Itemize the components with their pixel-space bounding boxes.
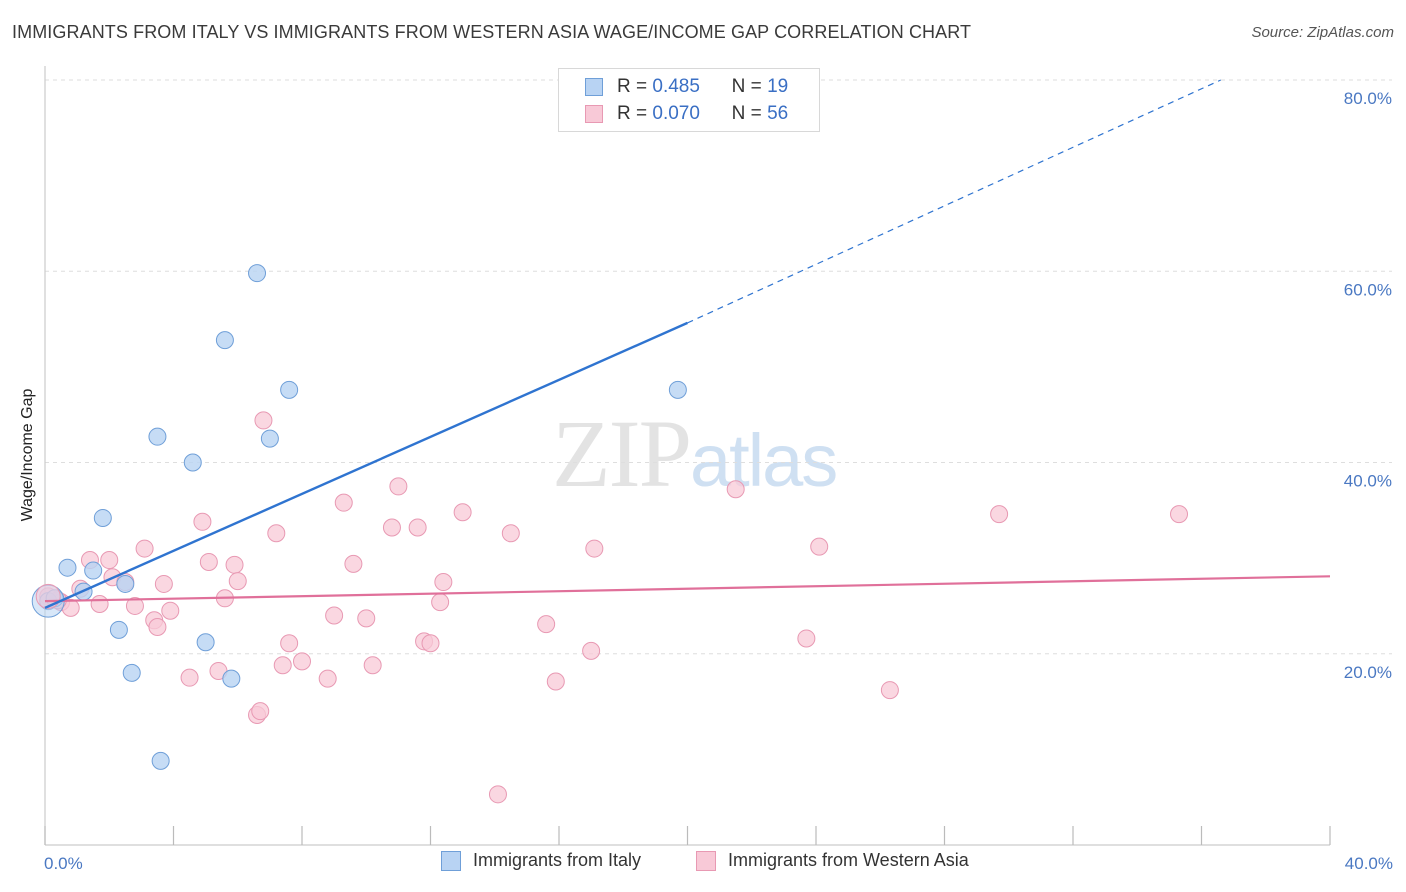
italy-point <box>215 331 234 350</box>
western-asia-point <box>125 596 144 615</box>
italy-point <box>196 633 215 652</box>
western-asia-point <box>267 524 286 543</box>
x-tick-label: 0.0% <box>44 854 83 873</box>
y-axis-label: Wage/Income Gap <box>19 388 36 522</box>
western-asia-point <box>135 539 154 558</box>
italy-point <box>109 620 128 639</box>
western-asia-point <box>797 629 816 648</box>
western-asia-legend-label: Immigrants from Western Asia <box>728 850 969 870</box>
western-asia-point <box>453 503 472 522</box>
italy-point <box>148 427 167 446</box>
western-asia-point <box>501 524 520 543</box>
western-asia-point <box>280 634 299 653</box>
western-asia-point <box>228 572 247 591</box>
italy-legend-icon <box>441 850 461 871</box>
western-asia-point <box>431 593 450 612</box>
western-asia-point <box>90 595 109 614</box>
western-asia-point <box>434 573 453 592</box>
western-asia-point <box>363 656 382 675</box>
western-asia-point <box>382 518 401 537</box>
bottom-legend-western-asia: Immigrants from Western Asia <box>696 850 969 871</box>
watermark-zip: ZIP <box>552 400 692 507</box>
x-tick-label: 40.0% <box>1345 854 1393 873</box>
legend-n-value: 19 <box>767 76 789 97</box>
western-asia-point <box>293 652 311 671</box>
western-asia-point <box>1170 505 1189 524</box>
legend-n-value: 56 <box>767 103 789 124</box>
italy-point <box>93 508 112 527</box>
italy-point <box>260 429 279 448</box>
western-asia-point <box>251 702 270 721</box>
western-asia-point <box>357 609 376 628</box>
source-credit: Source: ZipAtlas.com <box>1251 24 1394 41</box>
italy-point <box>58 558 77 577</box>
western-asia-point <box>225 555 244 574</box>
western-asia-trend-line <box>44 575 1331 603</box>
italy-point <box>668 380 687 399</box>
legend-r-value: 0.070 <box>652 103 700 124</box>
western-asia-point-large <box>35 583 61 609</box>
italy-point <box>280 380 299 399</box>
western-asia-point <box>408 518 427 537</box>
western-asia-point <box>546 672 565 691</box>
legend-row-italy: R = 0.485 N = 19 <box>585 74 788 100</box>
legend-row-western-asia: R = 0.070 N = 56 <box>585 101 788 127</box>
western-asia-point <box>273 656 292 675</box>
western-asia-point <box>726 480 745 499</box>
western-asia-point <box>344 554 363 573</box>
y-tick-label: 20.0% <box>1344 663 1392 682</box>
bottom-legend-italy: Immigrants from Italy <box>441 850 641 871</box>
chart-title: IMMIGRANTS FROM ITALY VS IMMIGRANTS FROM… <box>12 22 972 42</box>
italy-point <box>151 751 170 770</box>
western-asia-point <box>389 477 408 496</box>
watermark: ZIPatlas <box>552 398 838 509</box>
y-tick-label: 80.0% <box>1344 89 1392 108</box>
western-asia-point <box>334 493 353 512</box>
western-asia-point <box>148 617 167 636</box>
western-asia-point <box>810 537 829 556</box>
y-tick-label: 40.0% <box>1344 472 1392 491</box>
western-asia-point <box>100 551 119 570</box>
western-asia-point <box>585 539 604 558</box>
italy-point <box>222 669 241 688</box>
western-asia-point <box>199 552 218 571</box>
western-asia-point <box>161 601 180 620</box>
legend-n-label: N = <box>731 76 762 97</box>
western-asia-point <box>880 681 899 700</box>
western-asia-point <box>180 668 199 687</box>
legend-r-label: R = <box>617 76 648 97</box>
western-asia-point <box>254 411 273 430</box>
italy-trend-extension <box>687 79 1222 324</box>
western-asia-point <box>990 505 1009 524</box>
western-asia-point <box>318 669 337 688</box>
legend-n-label: N = <box>731 103 762 124</box>
western-asia-point <box>325 606 344 625</box>
legend-r-label: R = <box>617 103 648 124</box>
italy-point <box>84 561 103 580</box>
western-asia-swatch-icon <box>585 105 603 123</box>
western-asia-point <box>537 615 556 634</box>
western-asia-point <box>154 574 173 593</box>
italy-point <box>116 574 135 593</box>
watermark-atlas: atlas <box>690 419 838 502</box>
western-asia-point <box>582 641 601 660</box>
western-asia-point <box>193 512 212 531</box>
italy-point <box>122 663 141 682</box>
western-asia-point <box>421 634 440 653</box>
italy-trend-line <box>44 321 688 609</box>
italy-point <box>248 264 267 283</box>
y-tick-label: 60.0% <box>1344 280 1392 299</box>
western-asia-point <box>488 785 507 804</box>
stats-legend: R = 0.485 N = 19 R = 0.070 N = 56 <box>558 68 820 132</box>
italy-legend-label: Immigrants from Italy <box>473 850 642 870</box>
western-asia-legend-icon <box>696 850 716 871</box>
italy-point <box>183 453 202 472</box>
italy-swatch-icon <box>585 78 603 96</box>
legend-r-value: 0.485 <box>652 76 700 97</box>
